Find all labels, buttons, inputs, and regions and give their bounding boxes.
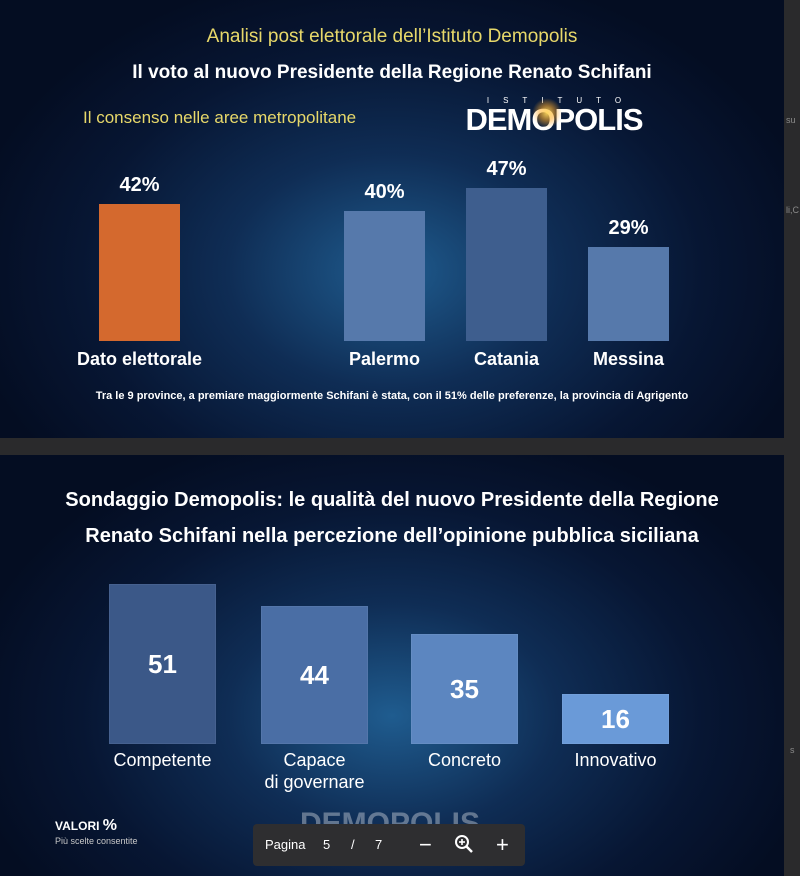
bar-value-label: 42% [119, 174, 160, 197]
slide-footnote: Tra le 9 province, a premiare maggiormen… [95, 390, 689, 402]
bar-value-label: 35 [450, 674, 479, 705]
survey-title-line1: Sondaggio Demopolis: le qualità del nuov… [65, 489, 719, 511]
right-edge-fragment-2: li,C [786, 205, 799, 215]
slide-kicker: Analisi post elettorale dell’Istituto De… [206, 26, 578, 47]
values-unit: % [102, 817, 118, 834]
slide-title: Il voto al nuovo Presidente della Region… [132, 62, 652, 83]
bar-value-label: 40% [364, 180, 405, 203]
values-label: VALORI [55, 819, 100, 833]
page-separator: / [351, 837, 355, 852]
page-current-input[interactable]: 5 [323, 837, 331, 852]
bar-palermo [344, 210, 425, 341]
category-label-line: Capace [283, 750, 346, 770]
category-label: Dato elettorale [76, 349, 203, 369]
category-label-line: Competente [113, 750, 212, 770]
category-label: Innovativo [532, 749, 699, 771]
bar-value-label: 16 [601, 703, 630, 734]
category-label-line: di governare [264, 772, 365, 792]
bar-messina [588, 246, 669, 341]
zoom-in-button[interactable]: + [496, 832, 509, 857]
category-label-line: Innovativo [574, 750, 657, 770]
bar-concreto: 35 [411, 634, 518, 744]
magnifier-icon [455, 835, 473, 853]
slide-metropolitan-consensus: Analisi post elettorale dell’Istituto De… [0, 0, 784, 438]
survey-title-line2: Renato Schifani nella percezione dell’op… [85, 525, 699, 547]
bar-value-label: 29% [608, 216, 649, 239]
demopolis-logo: ISTITUTO DEMOPOLIS [440, 96, 668, 135]
category-label: Catania [473, 349, 540, 369]
bar-capace: 44 [261, 605, 368, 744]
bar-catania [466, 188, 547, 341]
bar-value-label: 51 [148, 649, 177, 679]
page-label: Pagina [265, 837, 306, 852]
category-label: Competente [79, 749, 246, 771]
logo-glow [532, 98, 562, 128]
zoom-out-button[interactable]: − [419, 832, 432, 857]
category-label: Messina [592, 349, 665, 369]
values-legend: VALORI % [55, 817, 117, 835]
bar-value-label: 44 [300, 659, 329, 690]
bar-innovativo: 16 [562, 693, 669, 744]
bar-value-label: 47% [486, 158, 527, 180]
slide-subtitle: Il consenso nelle aree metropolitane [83, 108, 357, 127]
right-edge-fragment-3: s [790, 745, 795, 755]
page-total: 7 [375, 837, 383, 852]
category-label: Capace di governare [231, 749, 398, 793]
category-label-line: Concreto [427, 750, 502, 770]
bar-dato-elettorale [99, 204, 180, 341]
slide-president-qualities: Sondaggio Demopolis: le qualità del nuov… [0, 455, 784, 876]
bar-competente: 51 [109, 584, 216, 744]
right-edge-fragment-1: su [786, 115, 796, 125]
category-label: Concreto [381, 749, 548, 771]
zoom-icon[interactable] [453, 833, 475, 861]
values-note: Più scelte consentite [55, 836, 138, 846]
category-label: Palermo [348, 349, 421, 369]
page-navigation-toolbar: Pagina 5 / 7 − + [253, 824, 525, 866]
